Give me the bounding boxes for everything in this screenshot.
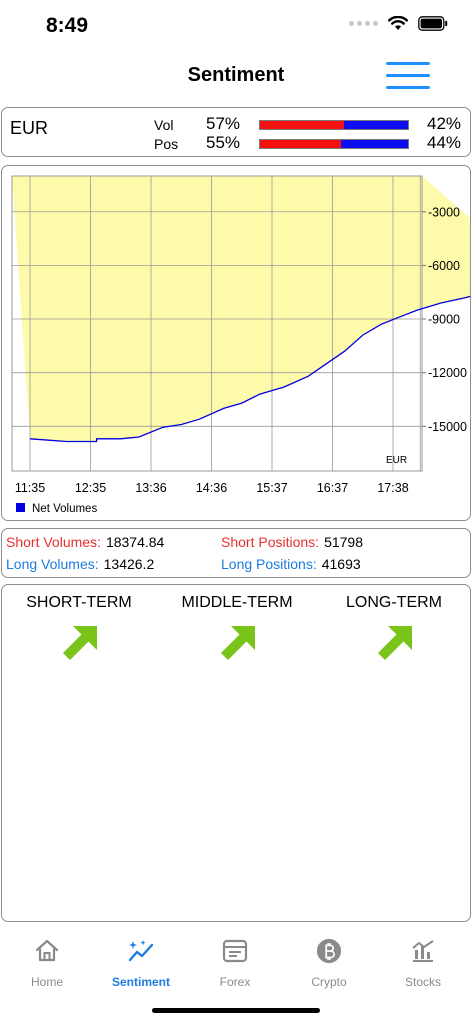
symbol-label: EUR — [10, 118, 49, 138]
battery-icon — [418, 16, 448, 31]
tab-label: Sentiment — [111, 975, 170, 989]
trend-panel: SHORT-TERM MIDDLE-TERM LONG-TERM — [1, 584, 471, 922]
arrow-up-right-icon — [378, 626, 412, 660]
chart-y-tick-label: -15000 — [428, 420, 467, 434]
long-volumes-label: Long Volumes: — [6, 556, 99, 572]
menu-icon-bar — [386, 74, 430, 77]
menu-icon-bar — [386, 62, 430, 65]
stats-panel: Short Volumes: 18374.84 Long Volumes: 1342… — [1, 528, 471, 578]
tab-label: Home — [30, 975, 63, 989]
chart-x-tick-label: 12:35 — [75, 481, 106, 495]
chart-x-tick-label: 14:36 — [196, 481, 227, 495]
net-volume-chart-panel: 11:35 12:35 13:36 14:36 15:37 16:37 17:38 -3000… — [1, 165, 471, 521]
trend-long-term: LONG-TERM — [314, 585, 472, 667]
tab-home[interactable]: Home — [0, 930, 94, 989]
trend-label: MIDDLE-TERM — [181, 594, 293, 611]
chart-frame — [11, 175, 423, 472]
chart-legend-label: Net Volumes — [32, 503, 97, 515]
status-icons — [349, 16, 448, 31]
arrow-up-right-icon — [63, 626, 97, 660]
trend-label: SHORT-TERM — [26, 594, 132, 611]
bitcoin-icon — [316, 938, 342, 964]
tab-label: Forex — [219, 975, 251, 989]
ratio-bar — [259, 139, 409, 149]
chart-area-fill — [12, 176, 470, 442]
short-positions-label: Short Positions: — [221, 534, 320, 550]
menu-button[interactable] — [386, 60, 430, 92]
short-volumes-stat: Short Volumes: 18374.84 — [6, 534, 164, 550]
ratio-long-percent: 44% — [427, 133, 462, 152]
ratio-bar-short-fill — [260, 121, 345, 129]
chart-y-tick-label: -3000 — [428, 205, 460, 219]
chart-x-tick-label: 15:37 — [256, 481, 287, 495]
ratio-bar — [259, 120, 409, 130]
position-ratio-row: Pos 55% 44% — [2, 133, 472, 153]
tab-bar: Home Sentiment Forex Crypto — [0, 930, 472, 1024]
ratio-label: Vol — [154, 117, 174, 133]
net-volume-chart: 11:35 12:35 13:36 14:36 15:37 16:37 17:38 -3000… — [11, 175, 470, 515]
status-bar: 8:49 — [0, 0, 472, 52]
trend-short-term: SHORT-TERM — [0, 585, 159, 667]
volume-ratio-row: Vol 57% 42% — [2, 114, 472, 134]
status-time: 8:49 — [46, 14, 89, 37]
tab-crypto[interactable]: Crypto — [282, 930, 376, 989]
long-volumes-value: 13426.2 — [103, 556, 155, 572]
trend-middle-term: MIDDLE-TERM — [157, 585, 317, 667]
ratio-short-percent: 55% — [206, 133, 241, 152]
tab-forex[interactable]: Forex — [188, 930, 282, 989]
home-icon — [35, 939, 59, 962]
wifi-icon — [388, 16, 408, 30]
chart-y-tick-label: -9000 — [428, 313, 460, 327]
tab-stocks[interactable]: Stocks — [376, 930, 470, 989]
forex-icon — [222, 939, 248, 963]
ratio-short-percent: 57% — [206, 114, 241, 133]
nav-bar: Sentiment — [0, 52, 472, 100]
short-volumes-value: 18374.84 — [105, 534, 165, 550]
arrow-up-right-icon — [221, 626, 255, 660]
page-title: Sentiment — [187, 64, 285, 86]
tab-label: Stocks — [404, 975, 441, 989]
chart-y-tick-label: -6000 — [428, 259, 460, 273]
short-volumes-label: Short Volumes: — [6, 534, 101, 550]
chart-series-line — [29, 295, 470, 443]
long-volumes-stat: Long Volumes: 13426.2 — [6, 556, 154, 572]
tab-sentiment[interactable]: Sentiment — [94, 930, 188, 989]
short-positions-stat: Short Positions: 51798 — [221, 534, 363, 550]
sentiment-icon — [128, 940, 154, 962]
stocks-icon — [412, 940, 434, 962]
long-positions-label: Long Positions: — [221, 556, 317, 572]
cellular-signal-icon — [349, 21, 378, 26]
chart-x-tick-label: 17:38 — [377, 481, 408, 495]
ratio-bar-short-fill — [260, 140, 342, 148]
ratio-label: Pos — [154, 136, 179, 152]
home-indicator — [152, 1008, 320, 1013]
chart-x-tick-label: 16:37 — [317, 481, 348, 495]
chart-annotation: EUR — [386, 455, 407, 466]
chart-y-tick-label: -12000 — [428, 366, 467, 380]
menu-icon-bar — [386, 86, 430, 89]
short-positions-value: 51798 — [324, 534, 363, 550]
trend-label: LONG-TERM — [346, 594, 442, 611]
chart-x-tick-label: 11:35 — [15, 481, 45, 495]
sentiment-ratio-panel: EUR Vol 57% 42% Pos 55% 44% — [1, 107, 471, 157]
chart-x-tick-label: 13:36 — [135, 481, 166, 495]
ratio-long-percent: 42% — [427, 114, 462, 133]
chart-legend-swatch — [16, 503, 25, 512]
long-positions-value: 41693 — [321, 556, 361, 572]
tab-label: Crypto — [311, 975, 347, 989]
long-positions-stat: Long Positions: 41693 — [221, 556, 361, 572]
